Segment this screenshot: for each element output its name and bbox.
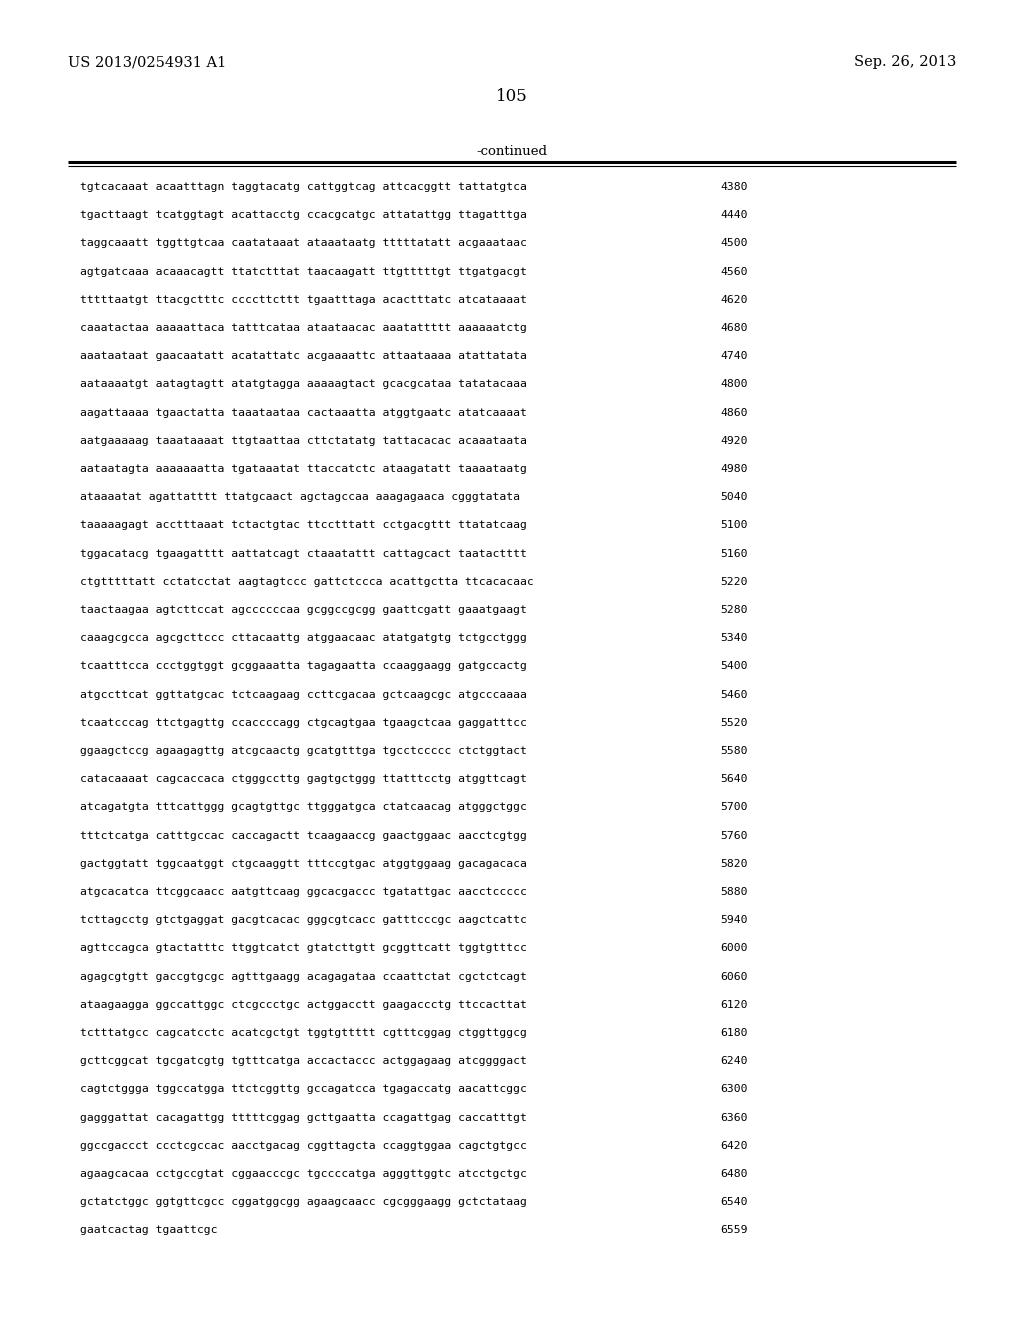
Text: tgacttaagt tcatggtagt acattacctg ccacgcatgc attatattgg ttagatttga: tgacttaagt tcatggtagt acattacctg ccacgca… bbox=[80, 210, 527, 220]
Text: ataaaatat agattatttt ttatgcaact agctagccaa aaagagaaca cgggtatata: ataaaatat agattatttt ttatgcaact agctagcc… bbox=[80, 492, 520, 502]
Text: 5160: 5160 bbox=[720, 549, 748, 558]
Text: 6559: 6559 bbox=[720, 1225, 748, 1236]
Text: 6180: 6180 bbox=[720, 1028, 748, 1038]
Text: gactggtatt tggcaatggt ctgcaaggtt tttccgtgac atggtggaag gacagacaca: gactggtatt tggcaatggt ctgcaaggtt tttccgt… bbox=[80, 859, 527, 869]
Text: taactaagaa agtcttccat agccccccaa gcggccgcgg gaattcgatt gaaatgaagt: taactaagaa agtcttccat agccccccaa gcggccg… bbox=[80, 605, 527, 615]
Text: gcttcggcat tgcgatcgtg tgtttcatga accactaccc actggagaag atcggggact: gcttcggcat tgcgatcgtg tgtttcatga accacta… bbox=[80, 1056, 527, 1067]
Text: 5340: 5340 bbox=[720, 634, 748, 643]
Text: agtgatcaaa acaaacagtt ttatctttat taacaagatt ttgtttttgt ttgatgacgt: agtgatcaaa acaaacagtt ttatctttat taacaag… bbox=[80, 267, 527, 277]
Text: 4680: 4680 bbox=[720, 323, 748, 333]
Text: 5580: 5580 bbox=[720, 746, 748, 756]
Text: Sep. 26, 2013: Sep. 26, 2013 bbox=[854, 55, 956, 69]
Text: ctgtttttatt cctatcctat aagtagtccc gattctccca acattgctta ttcacacaac: ctgtttttatt cctatcctat aagtagtccc gattct… bbox=[80, 577, 534, 587]
Text: gctatctggc ggtgttcgcc cggatggcgg agaagcaacc cgcgggaagg gctctataag: gctatctggc ggtgttcgcc cggatggcgg agaagca… bbox=[80, 1197, 527, 1208]
Text: cagtctggga tggccatgga ttctcggttg gccagatcca tgagaccatg aacattcggc: cagtctggga tggccatgga ttctcggttg gccagat… bbox=[80, 1085, 527, 1094]
Text: 4500: 4500 bbox=[720, 239, 748, 248]
Text: aataatagta aaaaaaatta tgataaatat ttaccatctc ataagatatt taaaataatg: aataatagta aaaaaaatta tgataaatat ttaccat… bbox=[80, 465, 527, 474]
Text: caaagcgcca agcgcttccc cttacaattg atggaacaac atatgatgtg tctgcctggg: caaagcgcca agcgcttccc cttacaattg atggaac… bbox=[80, 634, 527, 643]
Text: 6540: 6540 bbox=[720, 1197, 748, 1208]
Text: 4380: 4380 bbox=[720, 182, 748, 191]
Text: taaaaagagt acctttaaat tctactgtac ttcctttatt cctgacgttt ttatatcaag: taaaaagagt acctttaaat tctactgtac ttccttt… bbox=[80, 520, 527, 531]
Text: taggcaaatt tggttgtcaa caatataaat ataaataatg tttttatatt acgaaataac: taggcaaatt tggttgtcaa caatataaat ataaata… bbox=[80, 239, 527, 248]
Text: 105: 105 bbox=[496, 88, 528, 106]
Text: tcaatttcca ccctggtggt gcggaaatta tagagaatta ccaaggaagg gatgccactg: tcaatttcca ccctggtggt gcggaaatta tagagaa… bbox=[80, 661, 527, 672]
Text: 5820: 5820 bbox=[720, 859, 748, 869]
Text: tcttagcctg gtctgaggat gacgtcacac gggcgtcacc gatttcccgc aagctcattc: tcttagcctg gtctgaggat gacgtcacac gggcgtc… bbox=[80, 915, 527, 925]
Text: 6060: 6060 bbox=[720, 972, 748, 982]
Text: tctttatgcc cagcatcctc acatcgctgt tggtgttttt cgtttcggag ctggttggcg: tctttatgcc cagcatcctc acatcgctgt tggtgtt… bbox=[80, 1028, 527, 1038]
Text: 5400: 5400 bbox=[720, 661, 748, 672]
Text: 4800: 4800 bbox=[720, 379, 748, 389]
Text: caaatactaa aaaaattaca tatttcataa ataataacac aaatattttt aaaaaatctg: caaatactaa aaaaattaca tatttcataa ataataa… bbox=[80, 323, 527, 333]
Text: agttccagca gtactatttc ttggtcatct gtatcttgtt gcggttcatt tggtgtttcc: agttccagca gtactatttc ttggtcatct gtatctt… bbox=[80, 944, 527, 953]
Text: 5520: 5520 bbox=[720, 718, 748, 727]
Text: tgtcacaaat acaatttagn taggtacatg cattggtcag attcacggtt tattatgtca: tgtcacaaat acaatttagn taggtacatg cattggt… bbox=[80, 182, 527, 191]
Text: ggaagctccg agaagagttg atcgcaactg gcatgtttga tgcctccccc ctctggtact: ggaagctccg agaagagttg atcgcaactg gcatgtt… bbox=[80, 746, 527, 756]
Text: catacaaaat cagcaccaca ctgggccttg gagtgctggg ttatttcctg atggttcagt: catacaaaat cagcaccaca ctgggccttg gagtgct… bbox=[80, 775, 527, 784]
Text: 5700: 5700 bbox=[720, 803, 748, 812]
Text: ataagaagga ggccattggc ctcgccctgc actggacctt gaagaccctg ttccacttat: ataagaagga ggccattggc ctcgccctgc actggac… bbox=[80, 999, 527, 1010]
Text: ggccgaccct ccctcgccac aacctgacag cggttagcta ccaggtggaa cagctgtgcc: ggccgaccct ccctcgccac aacctgacag cggttag… bbox=[80, 1140, 527, 1151]
Text: 4860: 4860 bbox=[720, 408, 748, 417]
Text: tcaatcccag ttctgagttg ccaccccagg ctgcagtgaa tgaagctcaa gaggatttcc: tcaatcccag ttctgagttg ccaccccagg ctgcagt… bbox=[80, 718, 527, 727]
Text: US 2013/0254931 A1: US 2013/0254931 A1 bbox=[68, 55, 226, 69]
Text: 4980: 4980 bbox=[720, 465, 748, 474]
Text: 5940: 5940 bbox=[720, 915, 748, 925]
Text: atgcacatca ttcggcaacc aatgttcaag ggcacgaccc tgatattgac aacctccccc: atgcacatca ttcggcaacc aatgttcaag ggcacga… bbox=[80, 887, 527, 898]
Text: -continued: -continued bbox=[476, 145, 548, 158]
Text: 6000: 6000 bbox=[720, 944, 748, 953]
Text: gaatcactag tgaattcgc: gaatcactag tgaattcgc bbox=[80, 1225, 217, 1236]
Text: aaataataat gaacaatatt acatattatc acgaaaattc attaataaaa atattatata: aaataataat gaacaatatt acatattatc acgaaaa… bbox=[80, 351, 527, 362]
Text: 6420: 6420 bbox=[720, 1140, 748, 1151]
Text: 5760: 5760 bbox=[720, 830, 748, 841]
Text: 5880: 5880 bbox=[720, 887, 748, 898]
Text: tggacatacg tgaagatttt aattatcagt ctaaatattt cattagcact taatactttt: tggacatacg tgaagatttt aattatcagt ctaaata… bbox=[80, 549, 527, 558]
Text: 5100: 5100 bbox=[720, 520, 748, 531]
Text: 6480: 6480 bbox=[720, 1170, 748, 1179]
Text: aataaaatgt aatagtagtt atatgtagga aaaaagtact gcacgcataa tatatacaaa: aataaaatgt aatagtagtt atatgtagga aaaaagt… bbox=[80, 379, 527, 389]
Text: 6120: 6120 bbox=[720, 999, 748, 1010]
Text: 6360: 6360 bbox=[720, 1113, 748, 1122]
Text: 5640: 5640 bbox=[720, 775, 748, 784]
Text: atgccttcat ggttatgcac tctcaagaag ccttcgacaa gctcaagcgc atgcccaaaa: atgccttcat ggttatgcac tctcaagaag ccttcga… bbox=[80, 689, 527, 700]
Text: 5280: 5280 bbox=[720, 605, 748, 615]
Text: tttctcatga catttgccac caccagactt tcaagaaccg gaactggaac aacctcgtgg: tttctcatga catttgccac caccagactt tcaagaa… bbox=[80, 830, 527, 841]
Text: 5460: 5460 bbox=[720, 689, 748, 700]
Text: 4560: 4560 bbox=[720, 267, 748, 277]
Text: 6300: 6300 bbox=[720, 1085, 748, 1094]
Text: 4740: 4740 bbox=[720, 351, 748, 362]
Text: 4920: 4920 bbox=[720, 436, 748, 446]
Text: agaagcacaa cctgccgtat cggaacccgc tgccccatga agggttggtc atcctgctgc: agaagcacaa cctgccgtat cggaacccgc tgcccca… bbox=[80, 1170, 527, 1179]
Text: aagattaaaa tgaactatta taaataataa cactaaatta atggtgaatc atatcaaaat: aagattaaaa tgaactatta taaataataa cactaaa… bbox=[80, 408, 527, 417]
Text: 6240: 6240 bbox=[720, 1056, 748, 1067]
Text: aatgaaaaag taaataaaat ttgtaattaa cttctatatg tattacacac acaaataata: aatgaaaaag taaataaaat ttgtaattaa cttctat… bbox=[80, 436, 527, 446]
Text: gagggattat cacagattgg tttttcggag gcttgaatta ccagattgag caccatttgt: gagggattat cacagattgg tttttcggag gcttgaa… bbox=[80, 1113, 527, 1122]
Text: 4620: 4620 bbox=[720, 294, 748, 305]
Text: 5040: 5040 bbox=[720, 492, 748, 502]
Text: agagcgtgtt gaccgtgcgc agtttgaagg acagagataa ccaattctat cgctctcagt: agagcgtgtt gaccgtgcgc agtttgaagg acagaga… bbox=[80, 972, 527, 982]
Text: 4440: 4440 bbox=[720, 210, 748, 220]
Text: 5220: 5220 bbox=[720, 577, 748, 587]
Text: tttttaatgt ttacgctttc ccccttcttt tgaatttaga acactttatc atcataaaat: tttttaatgt ttacgctttc ccccttcttt tgaattt… bbox=[80, 294, 527, 305]
Text: atcagatgta tttcattggg gcagtgttgc ttgggatgca ctatcaacag atgggctggc: atcagatgta tttcattggg gcagtgttgc ttgggat… bbox=[80, 803, 527, 812]
